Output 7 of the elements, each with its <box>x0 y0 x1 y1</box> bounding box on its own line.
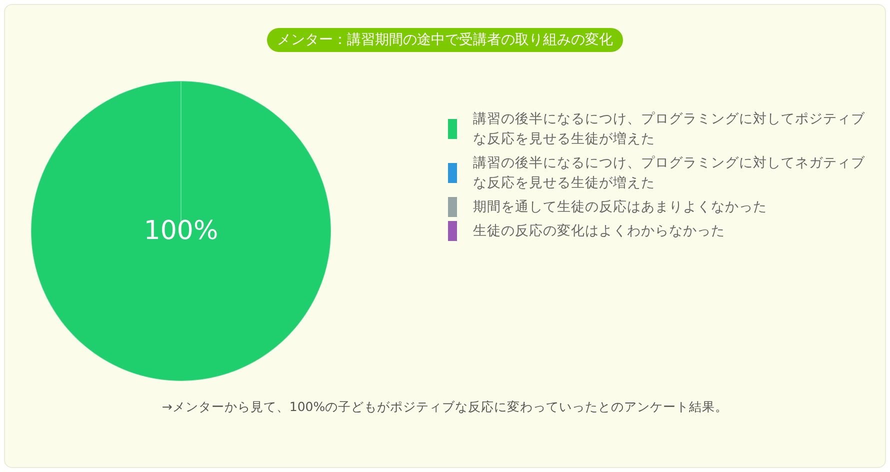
data-label: 100% <box>144 216 218 246</box>
legend-label: 講習の後半になるにつけ、プログラミングに対してネガティブな反応を見せる生徒が増えた <box>473 154 866 193</box>
legend-label: 期間を通して生徒の反応はあまりよくなかった <box>473 198 767 217</box>
text: →メンターから見て、100%の子どもがポジティブな反応に変わっていったとのアンケート結果。 <box>160 399 730 416</box>
legend-label: 生徒の反応の変化はよくわからなかった <box>473 222 725 241</box>
chart-title: メンター：講習期間の途中で受講者の取り組みの変化 <box>267 28 623 52</box>
legend-label: 講習の後半になるにつけ、プログラミングに対してポジティブな反応を見せる生徒が増えた <box>473 110 866 149</box>
